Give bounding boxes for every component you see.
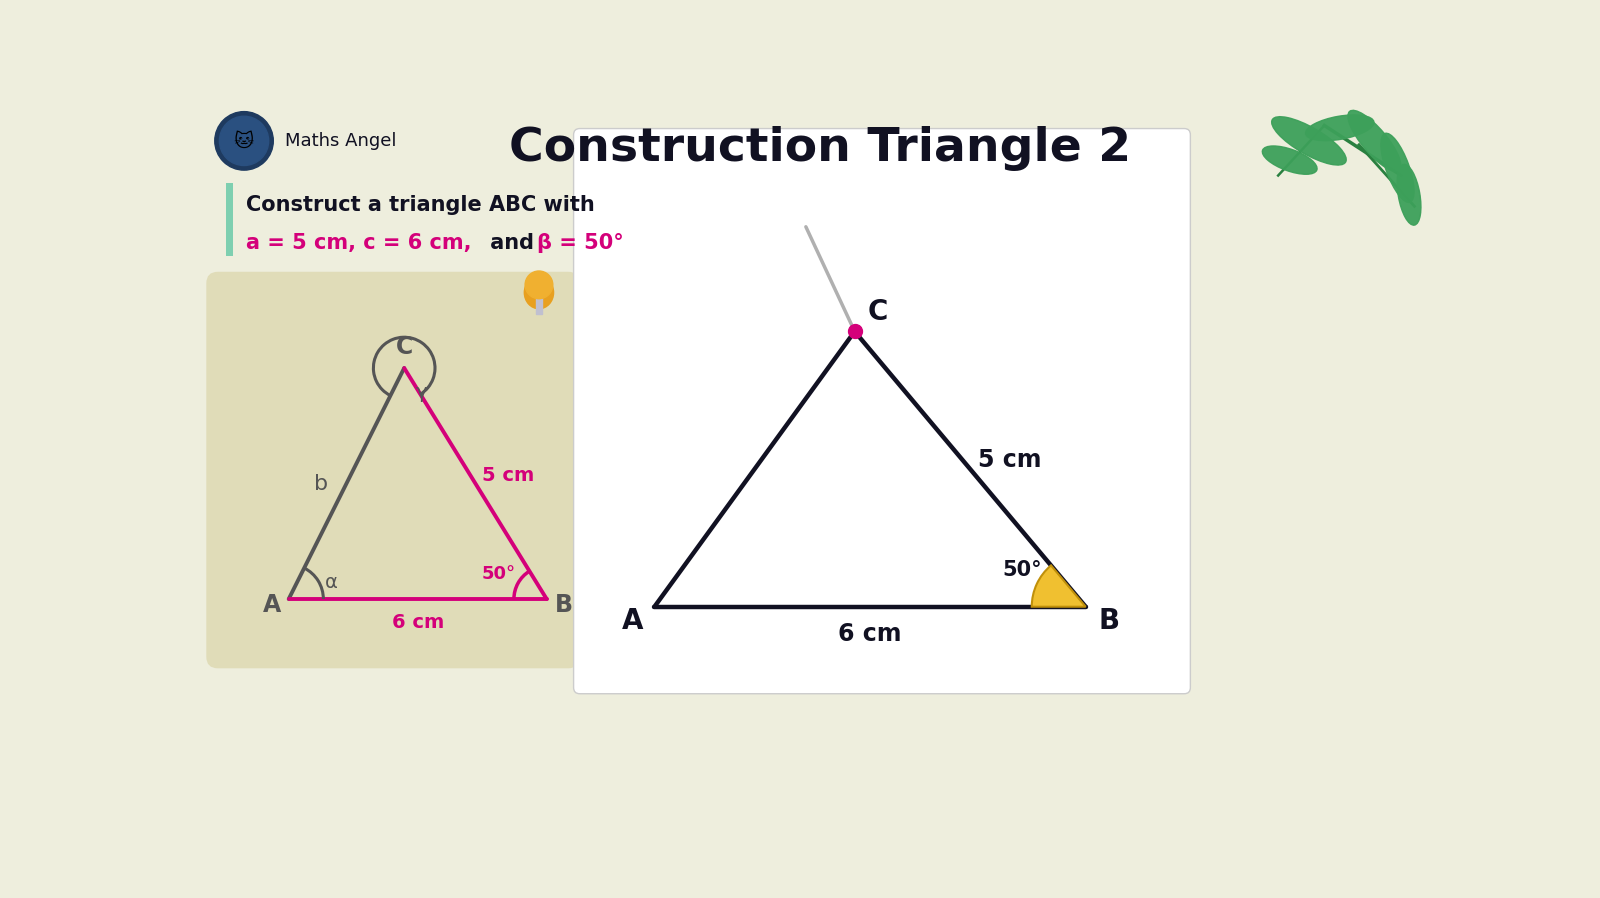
FancyBboxPatch shape [206,272,579,668]
Text: A: A [622,606,643,635]
Text: α: α [325,573,338,592]
Ellipse shape [1397,164,1421,225]
Text: 🐱: 🐱 [234,131,254,150]
Ellipse shape [1306,115,1374,141]
Text: 6 cm: 6 cm [392,612,443,631]
Ellipse shape [1347,110,1402,172]
Text: b: b [314,473,328,494]
Ellipse shape [1262,146,1317,174]
Text: 50°: 50° [482,565,515,583]
Text: C: C [867,298,888,326]
Circle shape [219,116,269,165]
Ellipse shape [525,277,554,309]
Bar [536,293,542,314]
Text: 5 cm: 5 cm [482,466,534,485]
Text: 50°: 50° [1003,559,1042,580]
Wedge shape [1032,566,1086,607]
Text: β = 50°: β = 50° [536,233,624,253]
Circle shape [525,271,554,299]
Text: A: A [262,594,282,617]
Text: and: and [483,233,541,253]
Text: a = 5 cm, c = 6 cm,: a = 5 cm, c = 6 cm, [246,233,472,253]
Text: B: B [1098,606,1120,635]
Text: γ: γ [416,383,427,402]
Text: B: B [555,594,573,617]
Text: 5 cm: 5 cm [979,448,1042,471]
Ellipse shape [1272,117,1346,165]
Text: Maths Angel: Maths Angel [285,132,397,150]
Circle shape [214,111,274,170]
Text: Construct a triangle ABC with: Construct a triangle ABC with [246,195,595,215]
Text: C: C [395,335,413,359]
Text: 6 cm: 6 cm [838,621,902,646]
Bar [226,183,234,256]
FancyBboxPatch shape [573,128,1190,694]
Text: Construction Triangle 2: Construction Triangle 2 [509,126,1131,172]
Ellipse shape [1381,133,1414,202]
